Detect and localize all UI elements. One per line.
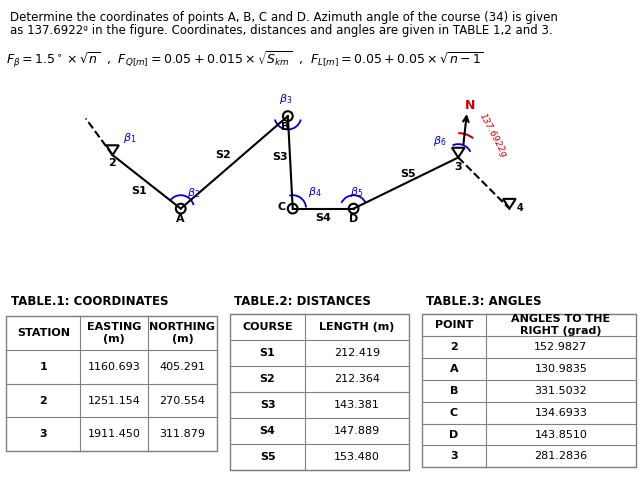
Text: S2: S2 — [259, 374, 275, 384]
Text: TABLE.1: COORDINATES: TABLE.1: COORDINATES — [11, 295, 168, 308]
Text: S4: S4 — [259, 426, 275, 436]
Text: S5: S5 — [401, 169, 416, 179]
Text: A: A — [450, 364, 458, 374]
Text: TABLE.3: ANGLES: TABLE.3: ANGLES — [426, 295, 541, 308]
Bar — [422, 314, 636, 467]
Text: B: B — [281, 122, 289, 132]
Text: $\beta_1$: $\beta_1$ — [123, 131, 137, 145]
Text: B: B — [450, 386, 458, 396]
Text: 270.554: 270.554 — [160, 395, 206, 406]
Text: 1911.450: 1911.450 — [88, 429, 141, 439]
Bar — [230, 314, 409, 470]
Text: POINT: POINT — [435, 320, 473, 330]
Text: S2: S2 — [216, 150, 231, 160]
Text: $\beta_2$: $\beta_2$ — [187, 186, 200, 200]
Text: A: A — [176, 214, 185, 224]
Text: 311.879: 311.879 — [160, 429, 206, 439]
Text: 1: 1 — [40, 362, 47, 372]
Text: 143.8510: 143.8510 — [534, 429, 587, 440]
Text: 3: 3 — [40, 429, 47, 439]
Text: 152.9827: 152.9827 — [534, 342, 587, 352]
Text: 1251.154: 1251.154 — [88, 395, 141, 406]
Text: NORTHING
(m): NORTHING (m) — [150, 322, 215, 344]
Text: ANGLES TO THE
RIGHT (grad): ANGLES TO THE RIGHT (grad) — [511, 314, 610, 336]
Text: 3: 3 — [454, 162, 462, 172]
Text: as 137.6922ᵍ in the figure. Coordinates, distances and angles are given in TABLE: as 137.6922ᵍ in the figure. Coordinates,… — [10, 24, 552, 37]
Text: S3: S3 — [260, 400, 275, 410]
Text: 2: 2 — [108, 158, 116, 168]
Text: STATION: STATION — [17, 328, 70, 338]
Text: 212.364: 212.364 — [334, 374, 380, 384]
Text: S1: S1 — [132, 186, 147, 196]
Text: S3: S3 — [272, 152, 288, 162]
Text: D: D — [449, 429, 458, 440]
Text: 2: 2 — [40, 395, 47, 406]
Text: 130.9835: 130.9835 — [534, 364, 587, 374]
Text: $\beta_4$: $\beta_4$ — [308, 185, 322, 199]
Text: 153.480: 153.480 — [334, 452, 380, 462]
Text: $\beta_3$: $\beta_3$ — [279, 93, 292, 107]
Text: D: D — [350, 214, 358, 224]
Text: N: N — [465, 99, 475, 112]
Text: 331.5032: 331.5032 — [534, 386, 587, 396]
Text: 137.6922g: 137.6922g — [478, 112, 509, 159]
Text: C: C — [450, 408, 458, 418]
Text: $F_\beta = 1.5^\circ \times \sqrt{n}$  ,  $F_{Q[m]} = 0.05 + 0.015 \times \sqrt{: $F_\beta = 1.5^\circ \times \sqrt{n}$ , … — [6, 49, 484, 70]
Bar — [6, 316, 217, 451]
Text: $\beta_5$: $\beta_5$ — [350, 185, 363, 199]
Text: $\beta_6$: $\beta_6$ — [433, 134, 447, 148]
Text: 212.419: 212.419 — [334, 348, 380, 358]
Text: S5: S5 — [260, 452, 275, 462]
Text: 281.2836: 281.2836 — [534, 451, 587, 461]
Text: C: C — [278, 202, 286, 212]
Text: S1: S1 — [259, 348, 275, 358]
Text: 147.889: 147.889 — [334, 426, 380, 436]
Text: 1160.693: 1160.693 — [88, 362, 141, 372]
Text: 3: 3 — [450, 451, 458, 461]
Text: 4: 4 — [517, 203, 523, 213]
Text: TABLE.2: DISTANCES: TABLE.2: DISTANCES — [234, 295, 371, 308]
Text: S4: S4 — [315, 213, 331, 223]
Text: 134.6933: 134.6933 — [534, 408, 587, 418]
Text: COURSE: COURSE — [242, 322, 293, 332]
Text: Determine the coordinates of points A, B, C and D. Azimuth angle of the course (: Determine the coordinates of points A, B… — [10, 11, 557, 24]
Text: 405.291: 405.291 — [160, 362, 206, 372]
Text: 2: 2 — [450, 342, 458, 352]
Text: EASTING
(m): EASTING (m) — [87, 322, 141, 344]
Text: LENGTH (m): LENGTH (m) — [320, 322, 395, 332]
Text: 143.381: 143.381 — [334, 400, 380, 410]
